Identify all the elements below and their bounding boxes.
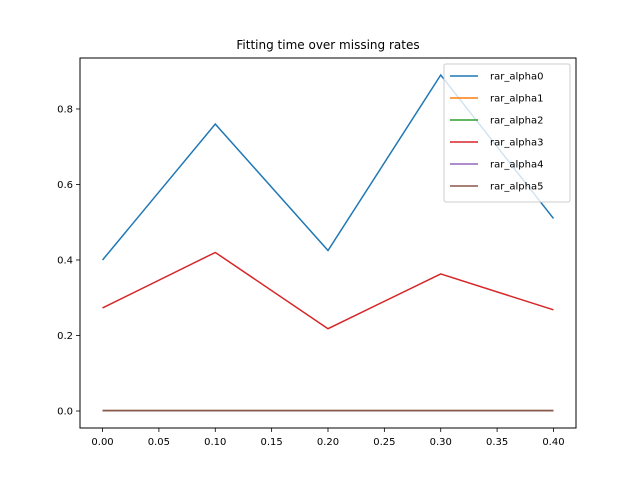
x-tick-label: 0.15: [261, 437, 283, 448]
x-tick-label: 0.00: [91, 437, 113, 448]
legend: rar_alpha0 rar_alpha1 rar_alpha2 rar_alpha3…: [443, 63, 571, 203]
legend-label-rar_alpha2: rar_alpha2: [490, 116, 543, 127]
x-tick-label: 0.30: [430, 437, 452, 448]
x-tick-label: 0.25: [373, 437, 395, 448]
x-tick-label: 0.40: [542, 437, 564, 448]
y-axis: 0.0 0.2 0.4 0.6 0.8: [57, 104, 80, 418]
y-tick-label: 0.0: [57, 407, 73, 418]
x-tick-label: 0.20: [317, 437, 339, 448]
x-tick-label: 0.10: [204, 437, 226, 448]
series-line-rar_alpha3: [102, 251, 554, 330]
series-layer: [101, 73, 555, 412]
legend-label-rar_alpha5: rar_alpha5: [490, 182, 543, 193]
y-tick-label: 0.8: [57, 104, 73, 115]
legend-label-rar_alpha1: rar_alpha1: [490, 94, 543, 105]
y-tick-label: 0.4: [57, 255, 73, 266]
x-tick-label: 0.35: [486, 437, 508, 448]
y-tick-label: 0.6: [57, 180, 73, 191]
x-axis: 0.00 0.05 0.10 0.15 0.20 0.25 0.30 0.35 0.40: [91, 428, 565, 448]
y-tick-label: 0.2: [57, 331, 73, 342]
legend-label-rar_alpha3: rar_alpha3: [490, 138, 543, 149]
chart-title: Fitting time over missing rates: [236, 38, 419, 52]
legend-label-rar_alpha4: rar_alpha4: [490, 160, 543, 171]
legend-label-rar_alpha0: rar_alpha0: [490, 72, 543, 83]
x-tick-label: 0.05: [148, 437, 170, 448]
